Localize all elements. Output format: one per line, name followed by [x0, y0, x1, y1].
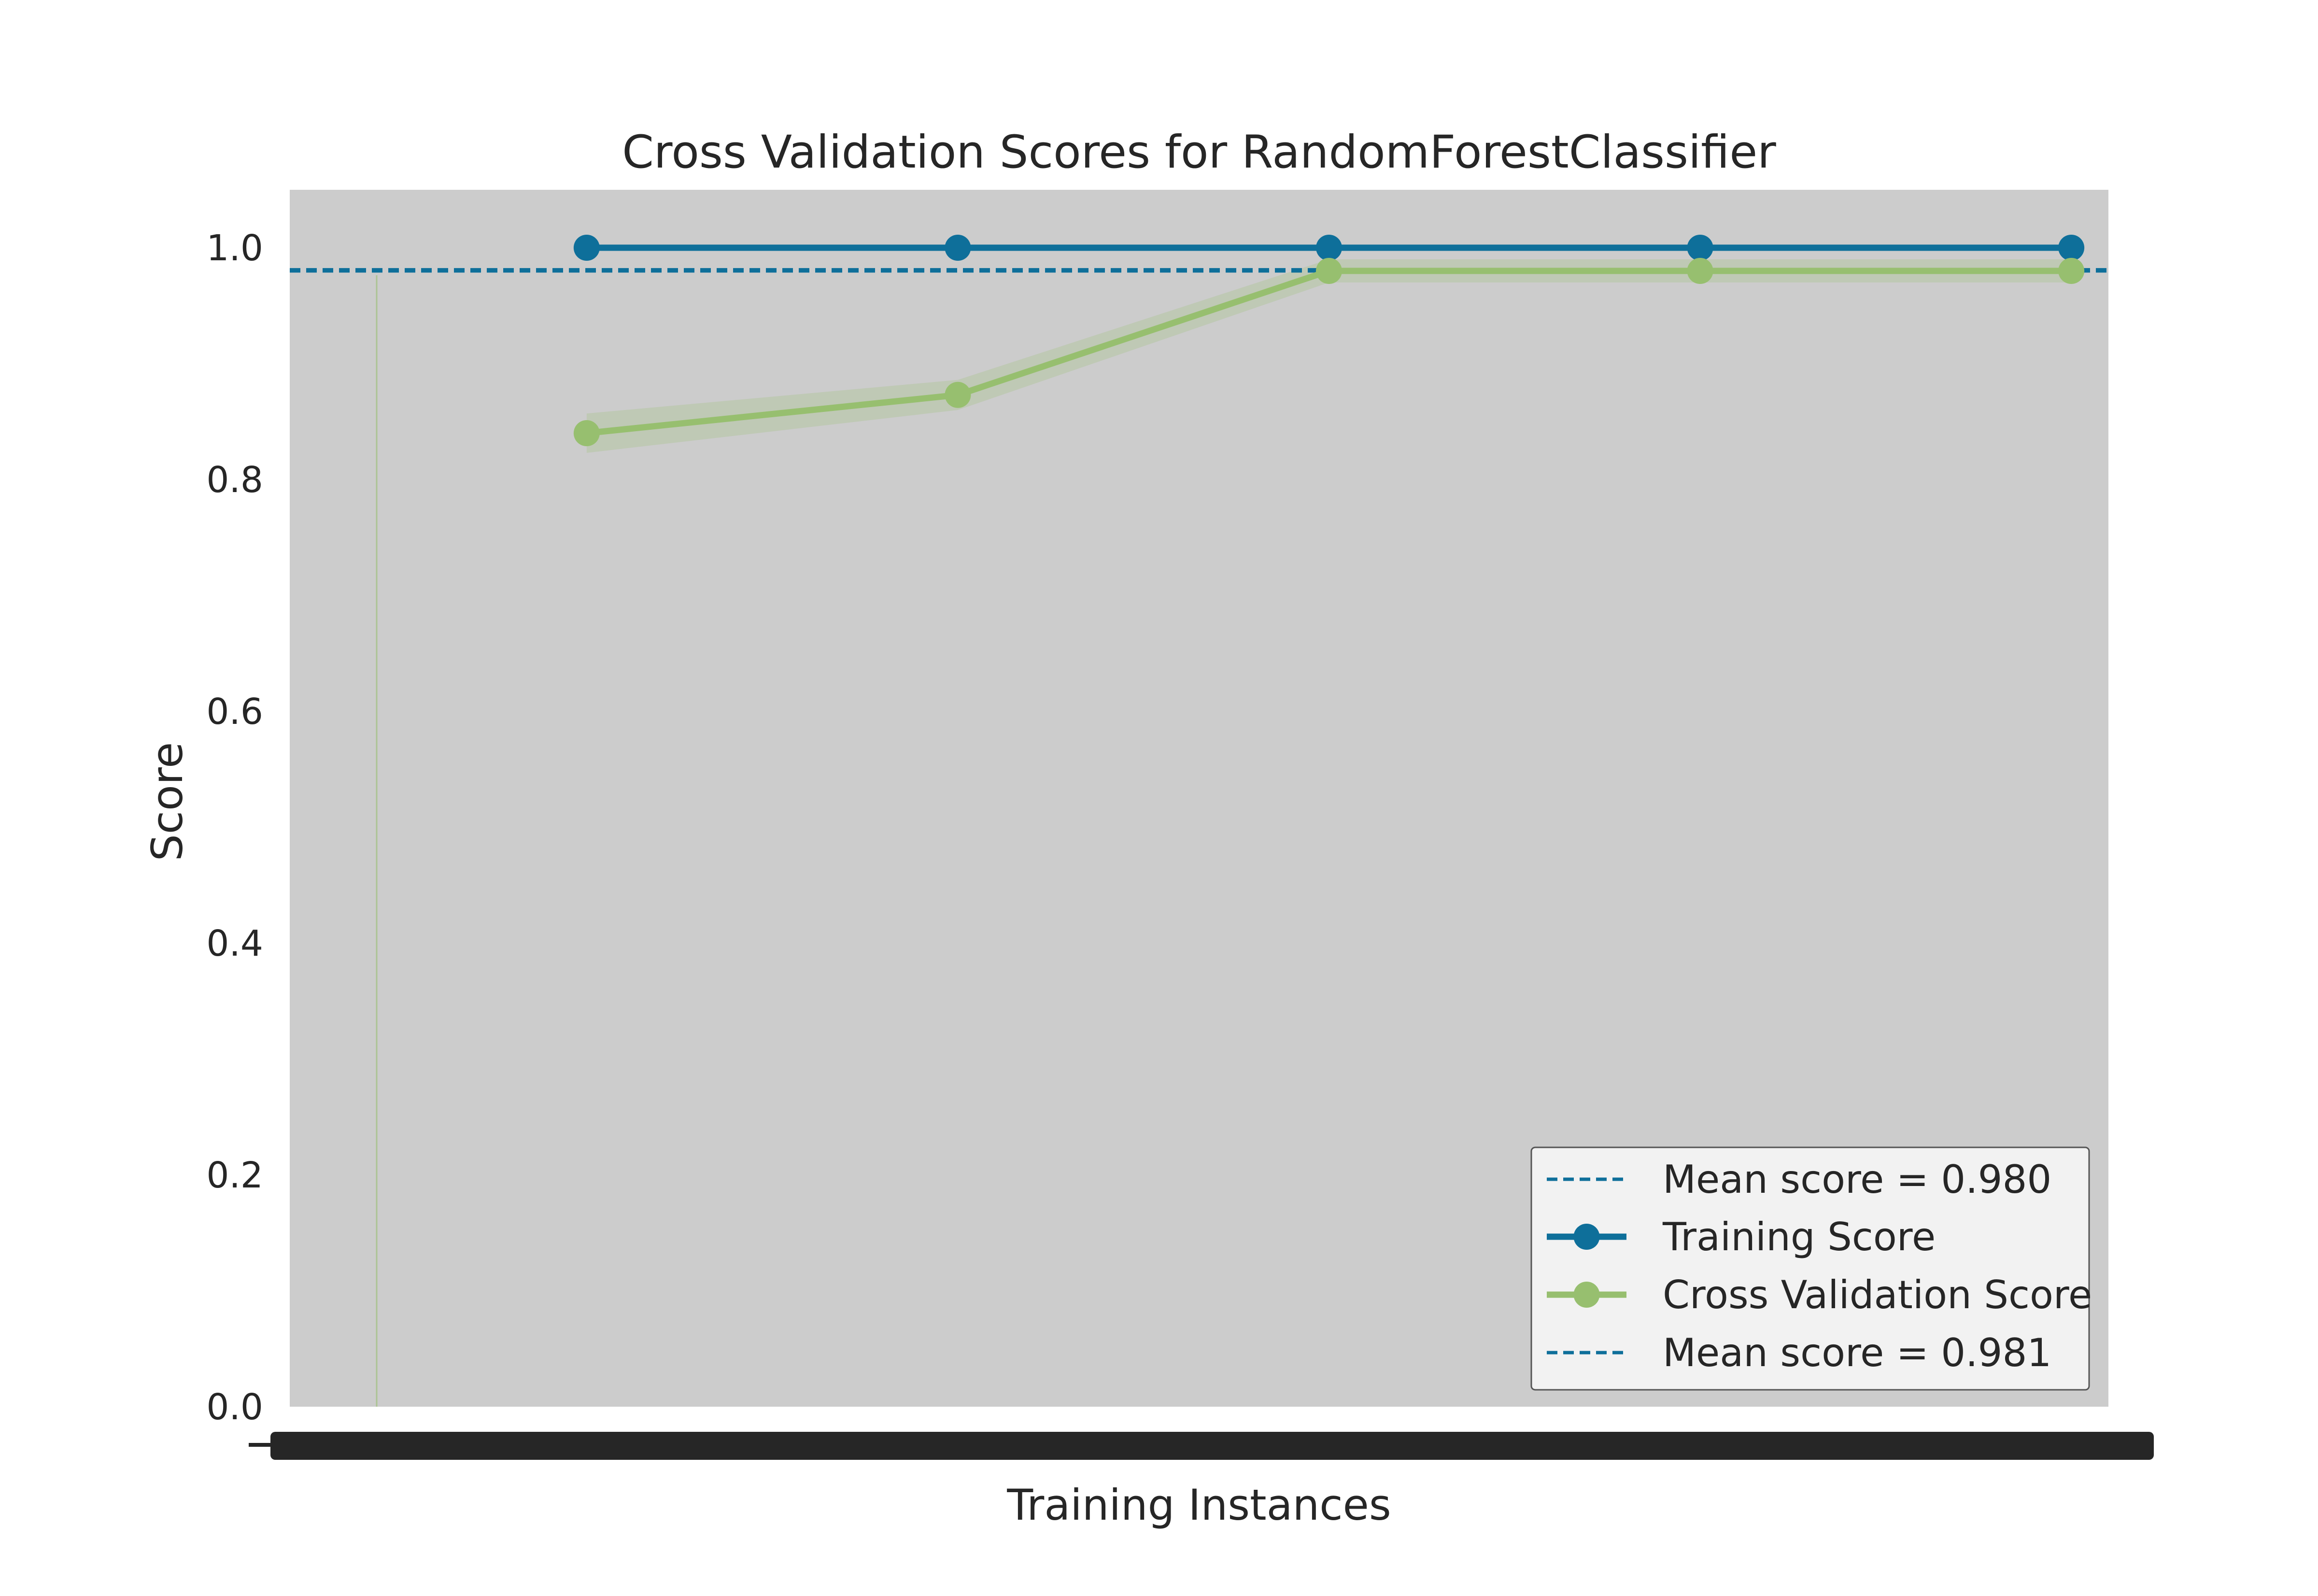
x-tick-labels-overlapped [270, 1432, 2154, 1460]
legend-marker-handle [1573, 1282, 1600, 1308]
chart-title: Cross Validation Scores for RandomForest… [622, 126, 1776, 179]
cv-score-point [573, 420, 600, 446]
cv-score-point [2058, 258, 2085, 284]
y-tick-labels: 0.0 0.2 0.4 0.6 0.8 1.0 [206, 227, 263, 1428]
cv-score-point [1687, 258, 1713, 284]
score-series [573, 235, 2085, 446]
x-axis-label: Training Instances [1006, 1480, 1391, 1530]
y-axis-label: Score [142, 742, 192, 861]
training-score-point [945, 235, 971, 261]
y-tick-label: 0.6 [206, 691, 263, 733]
training-score-point [1687, 235, 1713, 261]
legend-label: Mean score = 0.980 [1663, 1157, 2051, 1202]
x-tick-minus-mark [249, 1443, 278, 1447]
x-tick-labels [249, 1432, 2154, 1460]
legend-label: Training Score [1662, 1215, 1936, 1259]
y-tick-label: 0.2 [206, 1155, 263, 1196]
legend-label: Cross Validation Score [1663, 1272, 2092, 1317]
y-tick-label: 0.4 [206, 923, 263, 964]
training-score-point [2058, 235, 2085, 261]
legend-marker-handle [1573, 1224, 1600, 1250]
y-tick-label: 1.0 [206, 227, 263, 269]
legend-box [1530, 1146, 2090, 1391]
cv-score-point [1316, 258, 1342, 284]
training-score-point [1316, 235, 1342, 261]
training-score-point [573, 235, 600, 261]
legend: Mean score = 0.980 Training Score Cross Va… [1530, 1146, 2092, 1391]
y-tick-label: 0.8 [206, 459, 263, 501]
cv-score-point [945, 381, 971, 408]
legend-label: Mean score = 0.981 [1663, 1330, 2051, 1375]
y-tick-label: 0.0 [206, 1386, 263, 1428]
